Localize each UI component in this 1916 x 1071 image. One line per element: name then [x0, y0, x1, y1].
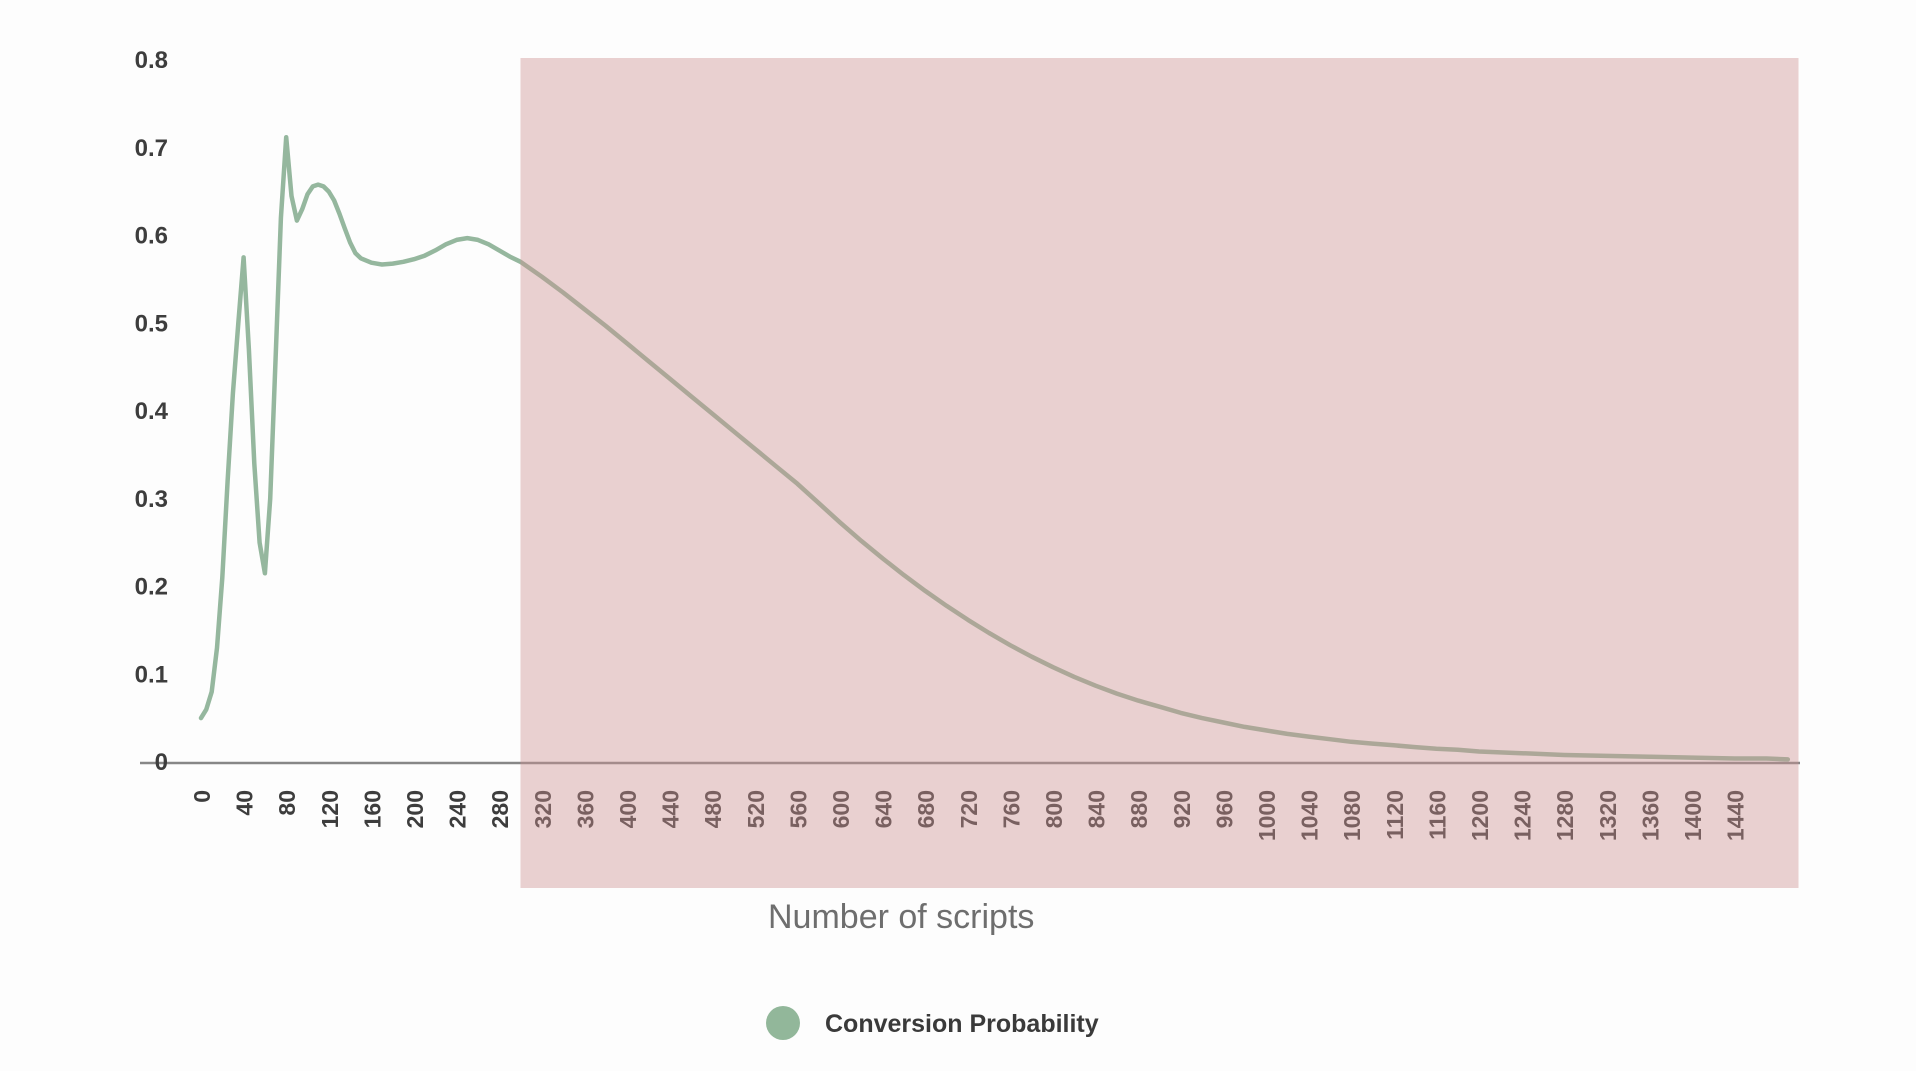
x-tick-label: 440: [658, 790, 684, 828]
x-tick-label: 880: [1126, 790, 1152, 828]
x-tick-label: 160: [359, 790, 385, 828]
y-tick-label: 0.1: [135, 661, 168, 688]
x-tick-label: 40: [232, 790, 258, 816]
legend-label-conversion-probability: Conversion Probability: [825, 1010, 1099, 1038]
y-tick-label: 0.8: [135, 47, 168, 74]
x-tick-label: 1320: [1595, 790, 1621, 841]
y-tick-label: 0.7: [135, 135, 168, 162]
y-axis-tick-labels: 0 0.1 0.2 0.3 0.4 0.5 0.6 0.7 0.8: [135, 47, 169, 776]
x-tick-label: 1280: [1552, 790, 1578, 841]
x-tick-label: 120: [317, 790, 343, 828]
y-tick-label: 0.6: [135, 223, 168, 250]
x-tick-label: 960: [1211, 790, 1237, 828]
x-tick-label: 480: [700, 790, 726, 828]
series-line-conversion-probability: [198, 134, 1791, 762]
x-tick-label: 360: [572, 790, 598, 828]
x-tick-label: 1120: [1382, 790, 1408, 840]
x-tick-label: 1440: [1723, 790, 1749, 841]
y-tick-label: 0.4: [135, 398, 169, 425]
x-axis-title: Number of scripts: [768, 898, 1034, 936]
legend-swatch-conversion-probability: [766, 1006, 800, 1040]
legend: Conversion Probability: [766, 1006, 1099, 1040]
x-tick-label: 840: [1084, 790, 1110, 828]
y-tick-label: 0.3: [135, 486, 168, 513]
x-tick-label: 1400: [1680, 790, 1706, 841]
x-tick-label: 1000: [1254, 790, 1280, 841]
x-tick-label: 320: [530, 790, 556, 828]
y-tick-label: 0: [155, 749, 168, 776]
x-tick-label: 240: [445, 790, 471, 828]
x-tick-label: 280: [487, 790, 513, 828]
x-tick-label: 1080: [1339, 790, 1365, 841]
x-tick-label: 1040: [1297, 790, 1323, 841]
x-tick-label: 520: [743, 790, 769, 828]
x-axis-tick-labels: 0 40 80 120 160 200 240 280 320 360 400 440 480 520 56…: [189, 790, 1749, 841]
x-tick-label: 640: [871, 790, 897, 828]
x-tick-label: 1360: [1637, 790, 1663, 841]
x-tick-label: 1160: [1424, 790, 1450, 840]
x-tick-label: 80: [274, 790, 300, 816]
x-tick-label: 760: [998, 790, 1024, 828]
y-tick-label: 0.2: [135, 574, 168, 601]
x-tick-label: 720: [956, 790, 982, 828]
x-tick-label: 920: [1169, 790, 1195, 828]
shaded-region-overlay: [520, 58, 1799, 888]
x-tick-label: 1240: [1510, 790, 1536, 841]
x-tick-label: 400: [615, 790, 641, 828]
x-tick-label: 680: [913, 790, 939, 828]
x-tick-label: 200: [402, 790, 428, 828]
x-tick-label: 800: [1041, 790, 1067, 828]
x-tick-label: 600: [828, 790, 854, 828]
x-tick-label: 1200: [1467, 790, 1493, 841]
x-tick-label: 0: [189, 790, 215, 803]
y-tick-label: 0.5: [135, 310, 168, 337]
x-tick-label: 560: [785, 790, 811, 828]
